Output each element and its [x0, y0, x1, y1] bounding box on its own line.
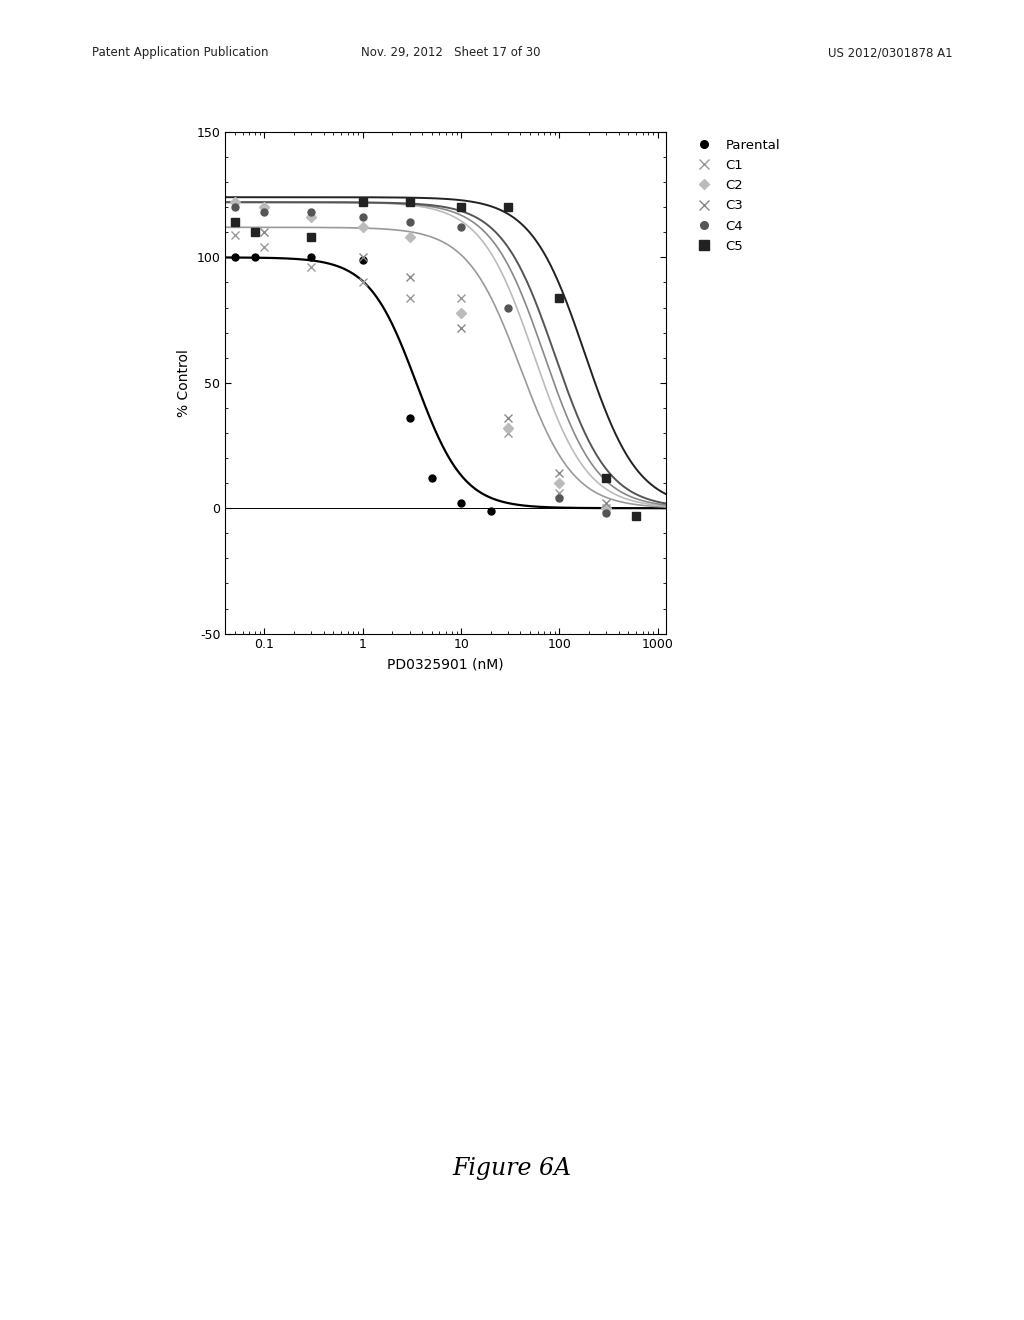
Line: C5: C5 [230, 198, 640, 520]
Parental [455, 495, 467, 511]
C2 [455, 305, 467, 321]
Line: C1: C1 [230, 231, 610, 512]
C1 [356, 275, 369, 290]
C3 [356, 249, 369, 265]
C4 [553, 490, 565, 506]
C3 [553, 465, 565, 480]
C3 [228, 214, 241, 230]
Text: US 2012/0301878 A1: US 2012/0301878 A1 [827, 46, 952, 59]
C4 [600, 506, 612, 521]
C3 [455, 319, 467, 335]
C3 [403, 269, 416, 285]
C3 [600, 495, 612, 511]
C2 [258, 199, 270, 215]
C2 [553, 475, 565, 491]
C3 [502, 411, 514, 426]
C5 [305, 230, 317, 246]
C1 [553, 486, 565, 502]
Parental [249, 249, 261, 265]
Text: Figure 6A: Figure 6A [453, 1156, 571, 1180]
C1 [502, 425, 514, 441]
C2 [600, 500, 612, 516]
C5 [455, 199, 467, 215]
Parental [403, 411, 416, 426]
C4 [356, 210, 369, 226]
C4 [305, 205, 317, 220]
C2 [502, 420, 514, 436]
C4 [228, 199, 241, 215]
Parental [228, 249, 241, 265]
C4 [502, 300, 514, 315]
Line: C3: C3 [230, 218, 610, 507]
C1 [600, 500, 612, 516]
Y-axis label: % Control: % Control [177, 348, 191, 417]
C5 [553, 289, 565, 305]
Text: Patent Application Publication: Patent Application Publication [92, 46, 268, 59]
Parental [356, 252, 369, 268]
C1 [228, 227, 241, 243]
C5 [630, 508, 642, 524]
C3 [305, 230, 317, 246]
X-axis label: PD0325901 (nM): PD0325901 (nM) [387, 657, 504, 671]
C1 [403, 289, 416, 305]
C1 [455, 289, 467, 305]
Line: C4: C4 [231, 203, 610, 516]
C2 [356, 219, 369, 235]
Parental [484, 503, 497, 519]
Legend: Parental, C1, C2, C3, C4, C5: Parental, C1, C2, C3, C4, C5 [690, 139, 780, 253]
C5 [502, 199, 514, 215]
C1 [258, 239, 270, 255]
C1 [305, 260, 317, 276]
C3 [258, 224, 270, 240]
C5 [403, 194, 416, 210]
C2 [228, 194, 241, 210]
Text: Nov. 29, 2012   Sheet 17 of 30: Nov. 29, 2012 Sheet 17 of 30 [360, 46, 541, 59]
C5 [249, 224, 261, 240]
C5 [600, 470, 612, 486]
Line: Parental: Parental [231, 253, 495, 515]
C5 [356, 194, 369, 210]
C4 [455, 219, 467, 235]
Parental [425, 470, 437, 486]
C2 [305, 210, 317, 226]
C5 [228, 214, 241, 230]
C4 [403, 214, 416, 230]
Line: C2: C2 [231, 199, 610, 512]
C4 [258, 205, 270, 220]
C2 [403, 230, 416, 246]
Parental [305, 249, 317, 265]
